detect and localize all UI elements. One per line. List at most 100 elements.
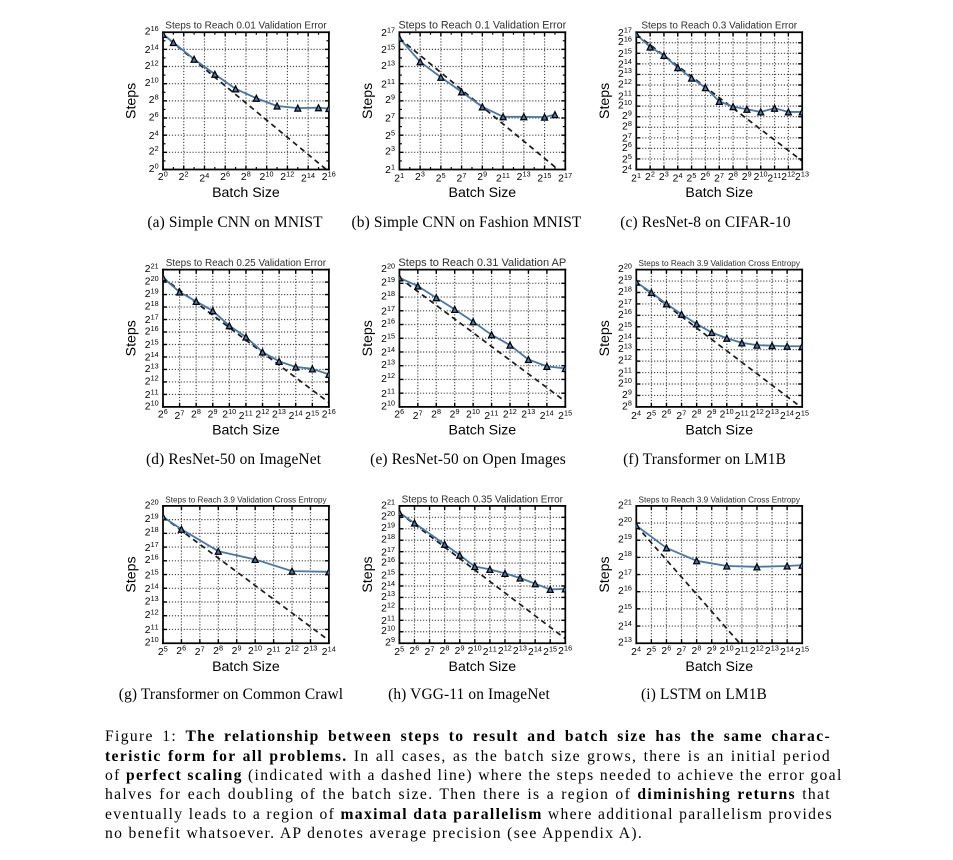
svg-text:2 6: 2 6 [149,100,161,125]
svg-text:2 8: 2 8 [149,83,161,108]
svg-text:Batch Size: Batch Size [212,423,280,439]
svg-text:2 1 2: 2 1 2 [255,394,271,423]
svg-text:2 7: 2 7 [622,122,634,147]
svg-text:2 9: 2 9 [707,634,719,659]
svg-text:2 1 7: 2 1 7 [145,300,161,329]
svg-text:2 8: 2 8 [440,634,452,659]
svg-text:2 1 6: 2 1 6 [381,542,397,571]
svg-text:2 2: 2 2 [645,160,657,185]
svg-text:2 1 3: 2 1 3 [521,394,537,423]
svg-text:2 2: 2 2 [179,160,191,185]
svg-text:2 1 0: 2 1 0 [466,394,482,423]
svg-text:2 1 0: 2 1 0 [720,394,736,423]
svg-text:2 1 9: 2 1 9 [618,519,634,548]
svg-text:2 4: 2 4 [622,153,634,178]
svg-text:2 2 1: 2 2 1 [381,485,397,514]
svg-text:Batch Size: Batch Size [449,185,517,201]
svg-text:2 1 6: 2 1 6 [322,394,338,423]
svg-text:2 1 3: 2 1 3 [145,348,161,377]
svg-text:2 1 2: 2 1 2 [145,595,161,624]
svg-text:Steps to Reach 0.31 Validation: Steps to Reach 0.31 Validation AP [398,257,566,269]
svg-text:2 1 5: 2 1 5 [537,158,553,187]
svg-text:Steps to Reach 0.1 Validation: Steps to Reach 0.1 Validation Error [398,20,566,32]
svg-text:2 1 3: 2 1 3 [618,328,634,357]
svg-text:2 1: 2 1 [631,162,643,187]
svg-text:2 8: 2 8 [213,634,225,659]
svg-text:2 1 9: 2 1 9 [381,508,397,537]
svg-text:Steps: Steps [124,83,140,119]
svg-text:2 1 8: 2 1 8 [145,286,161,315]
svg-text:2 1 7: 2 1 7 [618,555,634,584]
svg-text:2 7: 2 7 [676,635,688,660]
svg-text:2 1 2: 2 1 2 [145,45,161,74]
svg-text:2 1 8: 2 1 8 [618,271,634,300]
svg-text:2 1 7: 2 1 7 [381,291,397,320]
svg-text:2 1 0: 2 1 0 [381,611,397,640]
svg-text:2 1 2: 2 1 2 [381,588,397,617]
svg-text:2 1 0: 2 1 0 [468,630,484,659]
svg-text:2 1 2: 2 1 2 [618,64,634,93]
svg-text:2 7: 2 7 [413,399,425,424]
svg-text:2 1 2: 2 1 2 [503,394,519,423]
svg-text:2 5: 2 5 [436,162,448,187]
svg-text:2 1 5: 2 1 5 [381,29,397,58]
svg-text:2 1 0: 2 1 0 [145,62,161,91]
svg-text:2 5: 2 5 [385,119,397,144]
svg-text:2 1 8: 2 1 8 [618,536,634,565]
svg-text:2 1 3: 2 1 3 [381,344,397,373]
svg-text:2 9: 2 9 [742,160,754,185]
svg-text:2 1 5: 2 1 5 [145,555,161,584]
svg-text:2 2 1: 2 2 1 [618,485,634,514]
svg-text:2 8: 2 8 [191,398,203,423]
svg-text:2 1 2: 2 1 2 [750,630,766,659]
svg-text:Steps to Reach 0.35 Validation: Steps to Reach 0.35 Validation Error [402,494,564,505]
svg-text:2 7: 2 7 [195,635,207,660]
svg-text:Steps: Steps [360,556,376,592]
svg-text:2 1 5: 2 1 5 [618,33,634,62]
svg-text:2 1 1: 2 1 1 [145,375,161,404]
svg-text:2 6: 2 6 [220,160,232,185]
svg-text:Steps to Reach 3.9 Validation: Steps to Reach 3.9 Validation Cross Entr… [639,259,801,268]
svg-text:2 1 2: 2 1 2 [750,394,766,423]
svg-text:2 1 3: 2 1 3 [303,630,319,659]
svg-text:2 1 2: 2 1 2 [145,361,161,390]
svg-text:2 1: 2 1 [394,162,406,187]
svg-text:2 1 4: 2 1 4 [780,395,796,424]
svg-text:2 9: 2 9 [622,99,634,124]
svg-text:2 1 0: 2 1 0 [145,622,161,651]
svg-text:2 5: 2 5 [158,635,170,660]
svg-text:2 1 6: 2 1 6 [145,11,161,40]
svg-text:2 2 0: 2 2 0 [618,248,634,277]
svg-text:2 1 2: 2 1 2 [285,630,301,659]
svg-text:2 1 0: 2 1 0 [145,386,161,415]
svg-text:2 1 0: 2 1 0 [720,630,736,659]
svg-text:2 8: 2 8 [622,110,634,135]
svg-text:2 4: 2 4 [673,162,685,187]
svg-text:2 8: 2 8 [431,398,443,423]
svg-text:2 1 6: 2 1 6 [558,630,574,659]
svg-text:2 3: 2 3 [385,135,397,160]
svg-text:2 1 0: 2 1 0 [222,394,238,423]
svg-text:2 7: 2 7 [676,399,688,424]
svg-text:2 8: 2 8 [241,160,253,185]
svg-text:2 1 8: 2 1 8 [145,512,161,541]
svg-text:2 1 1: 2 1 1 [484,395,500,424]
svg-text:2 6: 2 6 [700,160,712,185]
svg-text:2 1 5: 2 1 5 [381,555,397,584]
svg-text:2 1 5: 2 1 5 [795,395,811,424]
svg-text:2 1 1: 2 1 1 [483,632,499,661]
svg-text:2 1 9: 2 1 9 [145,498,161,527]
svg-text:2 7: 2 7 [714,162,726,187]
svg-text:2 2 0: 2 2 0 [145,261,161,290]
svg-text:2 4: 2 4 [631,635,643,660]
svg-text:Steps: Steps [124,556,140,592]
svg-text:2 8: 2 8 [728,160,740,185]
svg-text:2 8: 2 8 [692,634,704,659]
svg-text:2 1 8: 2 1 8 [381,519,397,548]
svg-text:2 1 1: 2 1 1 [496,158,512,187]
svg-text:2 1 5: 2 1 5 [381,318,397,347]
svg-text:2 1 1: 2 1 1 [618,76,634,105]
svg-text:2 1 2: 2 1 2 [280,157,296,186]
svg-text:2 1 7: 2 1 7 [618,284,634,313]
svg-text:2 1 2: 2 1 2 [618,340,634,369]
